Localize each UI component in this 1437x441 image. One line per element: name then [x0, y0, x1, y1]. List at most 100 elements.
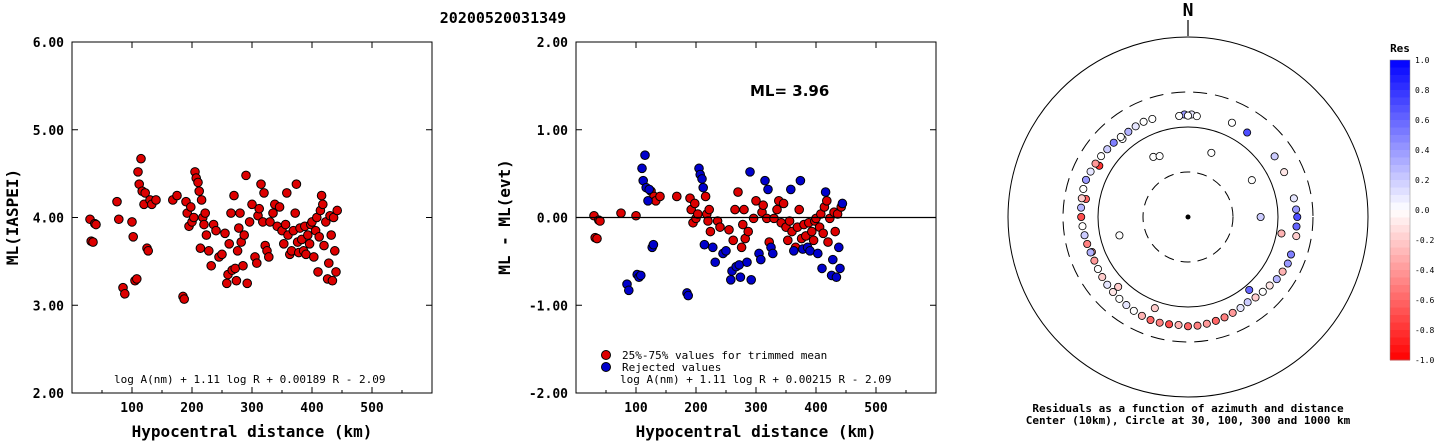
- data-point: [265, 217, 275, 227]
- data-point: [194, 186, 204, 196]
- azimuth-plot: N Residuals as a function of azimuth and…: [1007, 0, 1369, 427]
- station-residual: [1236, 303, 1245, 312]
- data-point-trimmed: [724, 224, 734, 235]
- data-point: [268, 208, 278, 218]
- colorbar-step: [1390, 142, 1410, 151]
- data-point: [179, 294, 189, 304]
- colorbar-step: [1390, 247, 1410, 256]
- station-residual: [1192, 112, 1201, 121]
- residual-colorbar: Res 1.0 0.8 0.6 0.4 0.2 0.0 -0.2 -0.4 -0.6 -0.8 -1…: [1389, 42, 1434, 365]
- colorbar-step: [1390, 315, 1410, 323]
- station-residual: [1078, 222, 1087, 231]
- data-point-trimmed: [822, 196, 832, 206]
- colorbar-tick-label: 0.6: [1415, 116, 1430, 125]
- colorbar-step: [1390, 225, 1410, 233]
- station-residual: [1289, 194, 1298, 203]
- data-point-rejected: [786, 184, 796, 195]
- colorbar-tick-label: -0.6: [1415, 296, 1434, 305]
- y-tick-label: 0.00: [537, 212, 568, 227]
- data-point-rejected: [637, 163, 647, 174]
- data-point-rejected: [746, 275, 757, 285]
- data-point: [330, 246, 340, 256]
- data-point: [316, 190, 327, 201]
- data-point: [230, 263, 240, 274]
- station-residual: [1184, 322, 1193, 331]
- data-point-trimmed: [655, 191, 665, 202]
- data-point: [319, 240, 329, 251]
- data-point-trimmed: [748, 213, 759, 224]
- data-point-rejected: [756, 254, 766, 265]
- epicenter-dot: [1185, 214, 1191, 220]
- data-point: [309, 252, 319, 262]
- data-point: [238, 260, 248, 271]
- data-point-trimmed: [784, 216, 795, 226]
- data-point-trimmed: [738, 219, 748, 230]
- circle-100km: [1097, 126, 1279, 308]
- data-point: [251, 258, 262, 268]
- data-point: [241, 170, 251, 181]
- colorbar-step: [1390, 270, 1410, 278]
- left-plot-frame: [71, 41, 433, 394]
- station-residual: [1109, 138, 1118, 147]
- colorbar-tick-label: 0.0: [1415, 206, 1430, 215]
- station-residual: [1277, 229, 1286, 238]
- data-point: [244, 217, 255, 227]
- station-residual: [1083, 240, 1092, 249]
- legend-red-marker: [601, 350, 611, 360]
- data-point-rejected: [683, 290, 694, 301]
- data-point-rejected: [643, 196, 653, 206]
- azimuth-caption-line2: Center (10km), Circle at 30, 100, 300 an…: [1026, 414, 1351, 427]
- data-point-rejected: [708, 242, 718, 253]
- station-residual: [1077, 194, 1086, 203]
- data-point-trimmed: [769, 213, 779, 224]
- station-residual: [1155, 318, 1164, 327]
- colorbar-step: [1390, 105, 1410, 113]
- station-residual: [1086, 248, 1095, 257]
- station-residual: [1114, 282, 1123, 291]
- station-residual: [1150, 304, 1159, 313]
- data-point: [112, 196, 122, 207]
- data-point: [195, 243, 206, 254]
- data-point: [331, 267, 341, 277]
- data-point-trimmed: [715, 222, 725, 232]
- station-residual: [1207, 148, 1216, 157]
- data-point: [196, 195, 207, 205]
- data-point: [313, 267, 323, 277]
- colorbar-step: [1390, 240, 1410, 248]
- data-point: [151, 195, 161, 205]
- station-residual: [1258, 287, 1267, 296]
- data-point-trimmed: [704, 204, 715, 215]
- colorbar-step: [1390, 262, 1410, 271]
- station-residual: [1292, 222, 1301, 231]
- data-point-trimmed: [672, 191, 682, 202]
- data-point: [326, 230, 337, 240]
- station-residual: [1256, 212, 1265, 221]
- data-point-trimmed: [631, 210, 641, 221]
- data-point: [274, 202, 285, 212]
- azimuth-caption-line1: Residuals as a function of azimuth and d…: [1032, 402, 1344, 415]
- station-residual: [1108, 288, 1117, 297]
- colorbar-step: [1390, 90, 1410, 98]
- station-residual: [1165, 320, 1174, 329]
- data-point: [186, 202, 196, 212]
- x-tick-label: 400: [804, 401, 828, 416]
- data-point: [231, 275, 242, 286]
- station-residual: [1270, 152, 1279, 161]
- data-point: [120, 289, 130, 299]
- data-point: [303, 230, 313, 240]
- data-point-trimmed: [808, 235, 819, 246]
- data-point: [193, 177, 203, 188]
- ml-value-label: ML= 3.96: [750, 82, 829, 100]
- colorbar-step: [1390, 150, 1410, 158]
- y-tick-label: 6.00: [33, 36, 64, 51]
- data-point: [291, 179, 302, 189]
- x-tick-label: 300: [240, 401, 264, 416]
- data-point-trimmed: [830, 226, 841, 237]
- data-point: [204, 246, 214, 256]
- colorbar-step: [1390, 277, 1410, 286]
- colorbar-step: [1390, 195, 1410, 203]
- colorbar-step: [1390, 97, 1410, 106]
- y-tick-label: 5.00: [33, 124, 64, 139]
- circle-300km: [1062, 91, 1314, 343]
